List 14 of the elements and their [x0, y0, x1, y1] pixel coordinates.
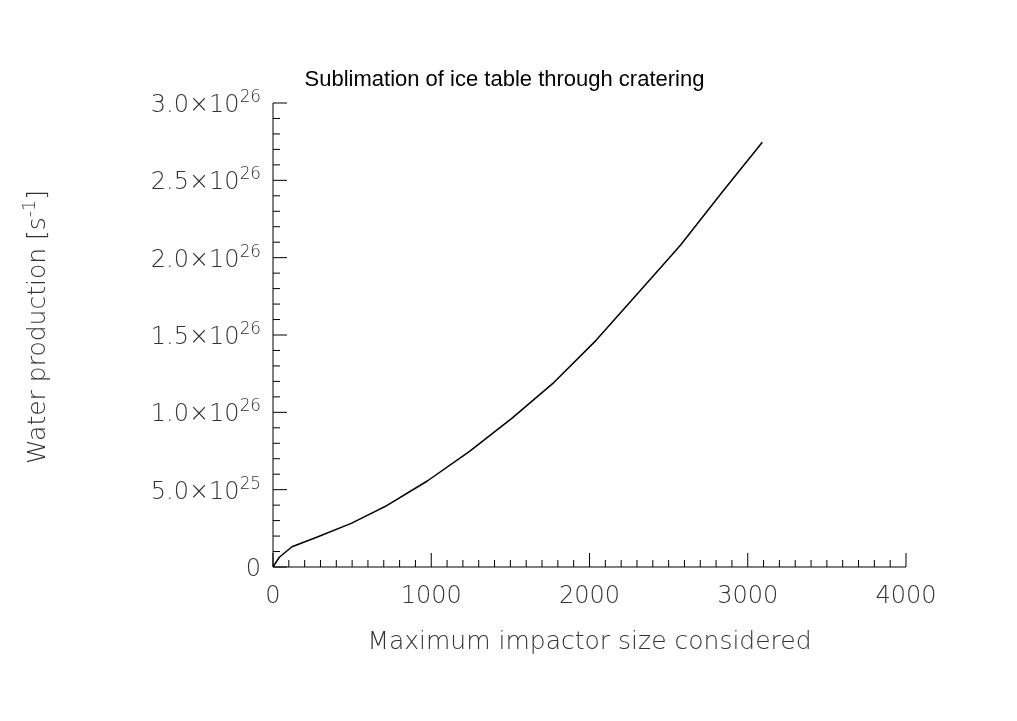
- x-tick-label: 3000: [717, 581, 779, 609]
- y-tick-label: 1.5×10$^{26}$: [150, 318, 261, 350]
- x-tick-label: 0: [265, 581, 281, 609]
- y-tick-label: 2.5×10$^{26}$: [150, 163, 261, 196]
- x-tick-label: 1000: [400, 581, 462, 609]
- y-tick-label: 3.0×10$^{26}$: [150, 86, 261, 118]
- y-tick-label: 1.0×10$^{26}$: [150, 395, 261, 428]
- x-axis-title: Maximum impactor size considered: [367, 626, 812, 655]
- x-tick-label: 2000: [558, 581, 621, 609]
- chart-title: Sublimation of ice table through cratering: [304, 66, 705, 91]
- y-tick-label: 0: [245, 554, 261, 582]
- y-tick-label: 5.0×10$^{25}$: [150, 472, 261, 505]
- y-tick-label: 2.0×10$^{26}$: [150, 240, 261, 273]
- x-tick-label: 4000: [875, 581, 937, 609]
